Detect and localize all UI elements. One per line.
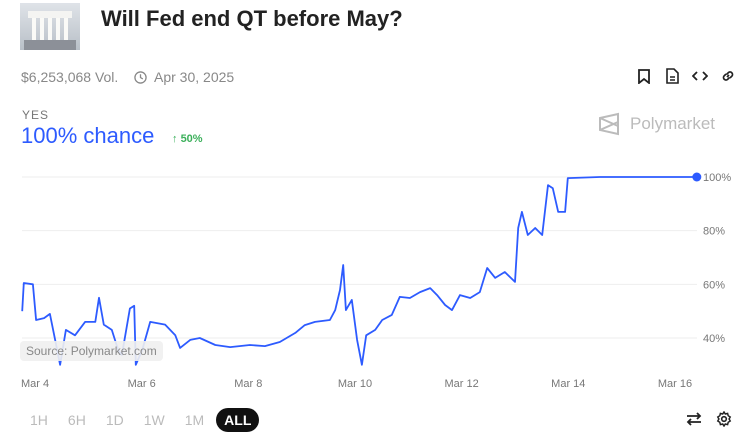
range-1m[interactable]: 1M (184, 412, 205, 428)
embed-code-icon[interactable] (692, 67, 708, 85)
x-tick-label: Mar 4 (21, 378, 49, 390)
range-6h[interactable]: 6H (67, 412, 86, 428)
x-tick-label: Mar 10 (338, 378, 372, 390)
x-tick-label: Mar 12 (445, 378, 479, 390)
market-title: Will Fed end QT before May? (101, 6, 403, 31)
clock-icon (134, 70, 147, 84)
price-chart: 100% 80% 60% 40% Mar 4 Mar 6 Mar 8 Mar 10 Mar 12… (21, 172, 731, 390)
polymarket-logo-icon (599, 112, 619, 136)
series-line-yes (21, 176, 697, 366)
x-tick-label: Mar 6 (128, 378, 156, 390)
end-date-text: Apr 30, 2025 (154, 69, 235, 85)
polymarket-logo: Polymarket (597, 112, 715, 136)
end-date: Apr 30, 2025 (134, 69, 234, 85)
range-1d[interactable]: 1D (105, 412, 124, 428)
outcome-label: YES (22, 108, 50, 122)
document-icon[interactable] (664, 67, 680, 85)
x-tick-label: Mar 14 (551, 378, 585, 390)
link-icon[interactable] (720, 67, 736, 85)
market-image (20, 3, 80, 50)
current-point-marker (692, 172, 702, 182)
delta-value: 50% (180, 133, 203, 145)
y-tick-label: 100% (703, 172, 731, 184)
y-tick-label: 40% (703, 333, 725, 345)
bookmark-icon[interactable] (636, 67, 652, 85)
y-tick-label: 80% (703, 226, 725, 238)
chance-delta: ↑ 50% (172, 133, 203, 145)
range-1w[interactable]: 1W (143, 412, 165, 428)
swap-icon[interactable] (686, 411, 702, 432)
source-label: Source: Polymarket.com (20, 341, 163, 361)
time-range-selector: 1H 6H 1D 1W 1M ALL (22, 408, 260, 432)
volume: $6,253,068 Vol. (21, 69, 119, 85)
settings-gear-icon[interactable] (716, 410, 732, 432)
brand-name: Polymarket (630, 114, 716, 133)
range-all[interactable]: ALL (216, 408, 260, 432)
x-tick-label: Mar 16 (658, 378, 692, 390)
range-1h[interactable]: 1H (30, 412, 48, 428)
x-tick-label: Mar 8 (234, 378, 262, 390)
y-tick-label: 60% (703, 279, 725, 291)
chance-value: 100% chance (21, 123, 155, 148)
